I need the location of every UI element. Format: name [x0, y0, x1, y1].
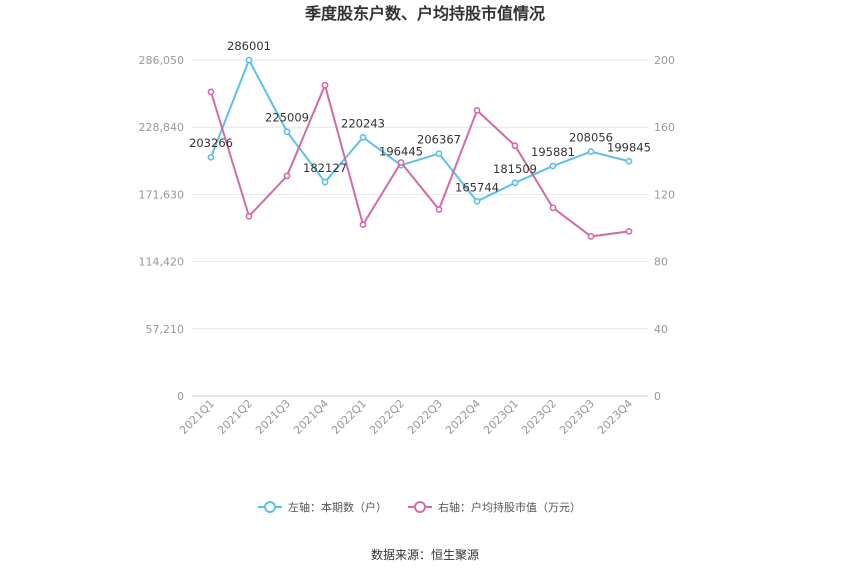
series-0-point[interactable]	[435, 150, 443, 157]
data-labels: 203266 286001 225009 182127 220243 1964452063…	[189, 39, 651, 194]
x-tick-label: 2021Q2	[215, 397, 255, 437]
left-tick-label: 286,050	[139, 54, 185, 67]
series-0-point[interactable]	[321, 178, 329, 186]
series-1-point[interactable]	[397, 159, 405, 166]
series-line-0	[210, 57, 630, 203]
data-label: 181509	[493, 162, 537, 176]
series-1-point[interactable]	[207, 88, 215, 96]
series-0-point[interactable]	[359, 133, 367, 141]
source-text: 数据来源：恒生聚源	[371, 547, 479, 562]
series-1-point[interactable]	[587, 232, 595, 240]
left-tick-label: 171,630	[139, 188, 185, 201]
x-tick-label: 2023Q2	[519, 397, 559, 437]
data-label: 286001	[227, 39, 271, 53]
series-1-point[interactable]	[245, 212, 253, 220]
series-0-point[interactable]	[245, 56, 253, 64]
x-tick-label: 2022Q1	[329, 397, 369, 437]
left-tick-label: 114,420	[139, 256, 185, 269]
series-0-point[interactable]	[625, 157, 633, 165]
data-label: 165744	[455, 180, 499, 194]
series-0-point[interactable]	[511, 179, 519, 187]
right-tick-label: 200	[654, 54, 675, 67]
x-tick-label: 2021Q3	[253, 397, 293, 437]
left-tick-label: 228,840	[139, 121, 185, 134]
x-tick-label: 2022Q2	[367, 397, 407, 437]
data-label: 195881	[531, 145, 575, 159]
series-1-point[interactable]	[549, 204, 557, 212]
right-tick-label: 120	[654, 188, 675, 201]
legend-swatch-marker-households	[264, 501, 276, 513]
series-0-point[interactable]	[283, 128, 291, 136]
series-1-point[interactable]	[435, 206, 443, 213]
left-axis-ticks: 0 57,210 114,420 171,630 228,840 286,050	[139, 54, 185, 403]
legend-label-households: 左轴：本期数（户）	[288, 500, 387, 514]
legend-swatch-marker-market-value	[414, 501, 426, 513]
x-axis-ticks: 2021Q12021Q22021Q32021Q42022Q12022Q22022…	[177, 397, 635, 437]
data-label: 225009	[265, 111, 309, 125]
right-axis-ticks: 0 40 80 120 160 200	[654, 54, 675, 403]
x-tick-label: 2022Q4	[443, 397, 483, 437]
series-0-point[interactable]	[207, 153, 215, 161]
data-label: 208056	[569, 131, 613, 145]
left-tick-label: 0	[177, 390, 184, 403]
x-tick-label: 2023Q1	[481, 397, 521, 437]
legend-label-market-value: 右轴：户均持股市值（万元）	[438, 500, 581, 514]
series-1-point[interactable]	[473, 107, 481, 114]
right-tick-label: 40	[654, 323, 668, 336]
grid-lines	[192, 59, 648, 397]
series-1-point[interactable]	[511, 142, 519, 150]
series-0-point[interactable]	[587, 148, 595, 156]
x-tick-label: 2021Q4	[291, 397, 331, 437]
chart-title: 季度股东户数、户均持股市值情况	[304, 4, 545, 23]
data-label: 220243	[341, 116, 385, 130]
series-1-point[interactable]	[359, 221, 367, 229]
series-0-point[interactable]	[549, 162, 557, 170]
right-tick-label: 80	[654, 256, 668, 269]
series-1-point[interactable]	[625, 227, 633, 235]
data-label: 196445	[379, 144, 423, 158]
left-tick-label: 57,210	[146, 323, 185, 336]
series-0-point[interactable]	[473, 197, 481, 205]
x-tick-label: 2022Q3	[405, 397, 445, 437]
series-line-1	[210, 82, 630, 238]
x-tick-label: 2023Q4	[595, 397, 635, 437]
data-label: 199845	[607, 140, 651, 154]
right-tick-label: 160	[654, 121, 675, 134]
series-1-point[interactable]	[283, 172, 291, 180]
x-tick-label: 2023Q3	[557, 397, 597, 437]
data-label: 182127	[303, 161, 347, 175]
series-1-point[interactable]	[321, 81, 329, 89]
legend-item-market-value[interactable]: 右轴：户均持股市值（万元）	[408, 500, 581, 514]
legend-item-households[interactable]: 左轴：本期数（户）	[258, 500, 387, 514]
series-layer	[207, 56, 633, 240]
data-label: 206367	[417, 133, 461, 147]
right-tick-label: 0	[654, 390, 661, 403]
legend: 左轴：本期数（户） 右轴：户均持股市值（万元）	[258, 500, 581, 514]
data-label: 203266	[189, 136, 233, 150]
